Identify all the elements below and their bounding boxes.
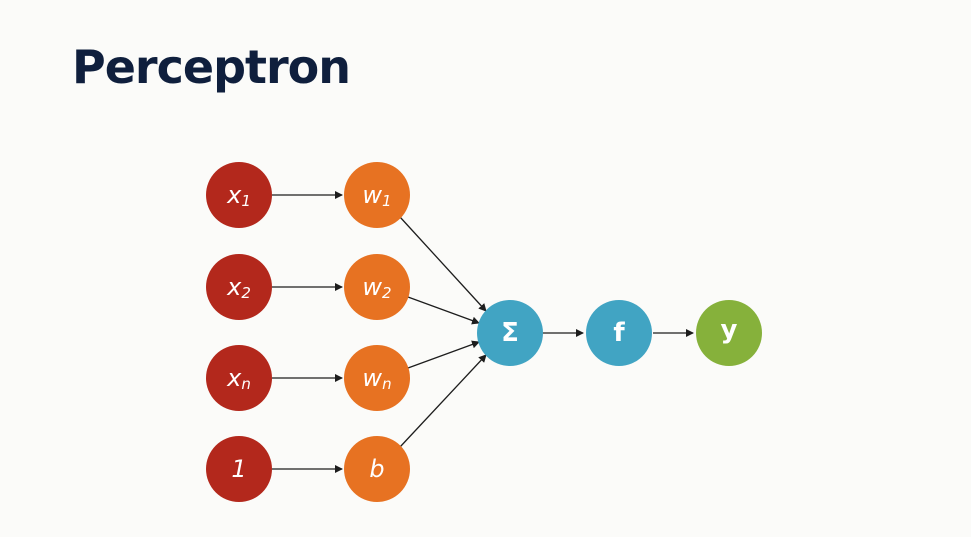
input-node-circle — [206, 436, 272, 502]
output-label: y — [721, 315, 738, 345]
edge-b-sum — [399, 354, 487, 448]
weight-node-label: w2 — [362, 273, 391, 302]
output-node: y — [696, 300, 762, 366]
input-nodes: x1 x2 xn 1 — [206, 162, 272, 502]
weight-node-label: w1 — [362, 181, 391, 210]
sigma-symbol: Σ — [501, 318, 519, 348]
weight-node-bias: b — [344, 436, 410, 502]
input-node-x2: x2 — [206, 254, 272, 320]
input-node-x1: x1 — [206, 162, 272, 228]
weight-node-circle — [344, 162, 410, 228]
input-node-circle — [206, 345, 272, 411]
input-node-bias: 1 — [206, 436, 272, 502]
activation-node-circle — [586, 300, 652, 366]
activation-label: f — [613, 318, 625, 348]
input-node-circle — [206, 162, 272, 228]
edge-wn-sum — [407, 340, 480, 369]
weight-node-circle — [344, 345, 410, 411]
weight-nodes: w1 w2 wn b — [344, 162, 410, 502]
weight-node-label: b — [369, 455, 384, 483]
weight-node-circle — [344, 254, 410, 320]
activation-node: f — [586, 300, 652, 366]
weight-node-wn: wn — [344, 345, 410, 411]
input-node-circle — [206, 254, 272, 320]
edge-w1-sum — [399, 216, 487, 312]
sum-node: Σ — [477, 300, 543, 366]
input-node-label: xn — [226, 364, 251, 393]
output-node-circle — [696, 300, 762, 366]
weight-node-w1: w1 — [344, 162, 410, 228]
input-node-label: 1 — [231, 455, 246, 483]
edge-w2-sum — [407, 296, 480, 325]
weight-node-label: wn — [362, 364, 391, 393]
input-node-label: x1 — [226, 181, 251, 210]
weight-node-circle — [344, 436, 410, 502]
input-node-xn: xn — [206, 345, 272, 411]
edges — [272, 191, 694, 473]
weight-node-w2: w2 — [344, 254, 410, 320]
sum-node-circle — [477, 300, 543, 366]
input-node-label: x2 — [226, 273, 251, 302]
page-title: Perceptron — [72, 40, 351, 94]
